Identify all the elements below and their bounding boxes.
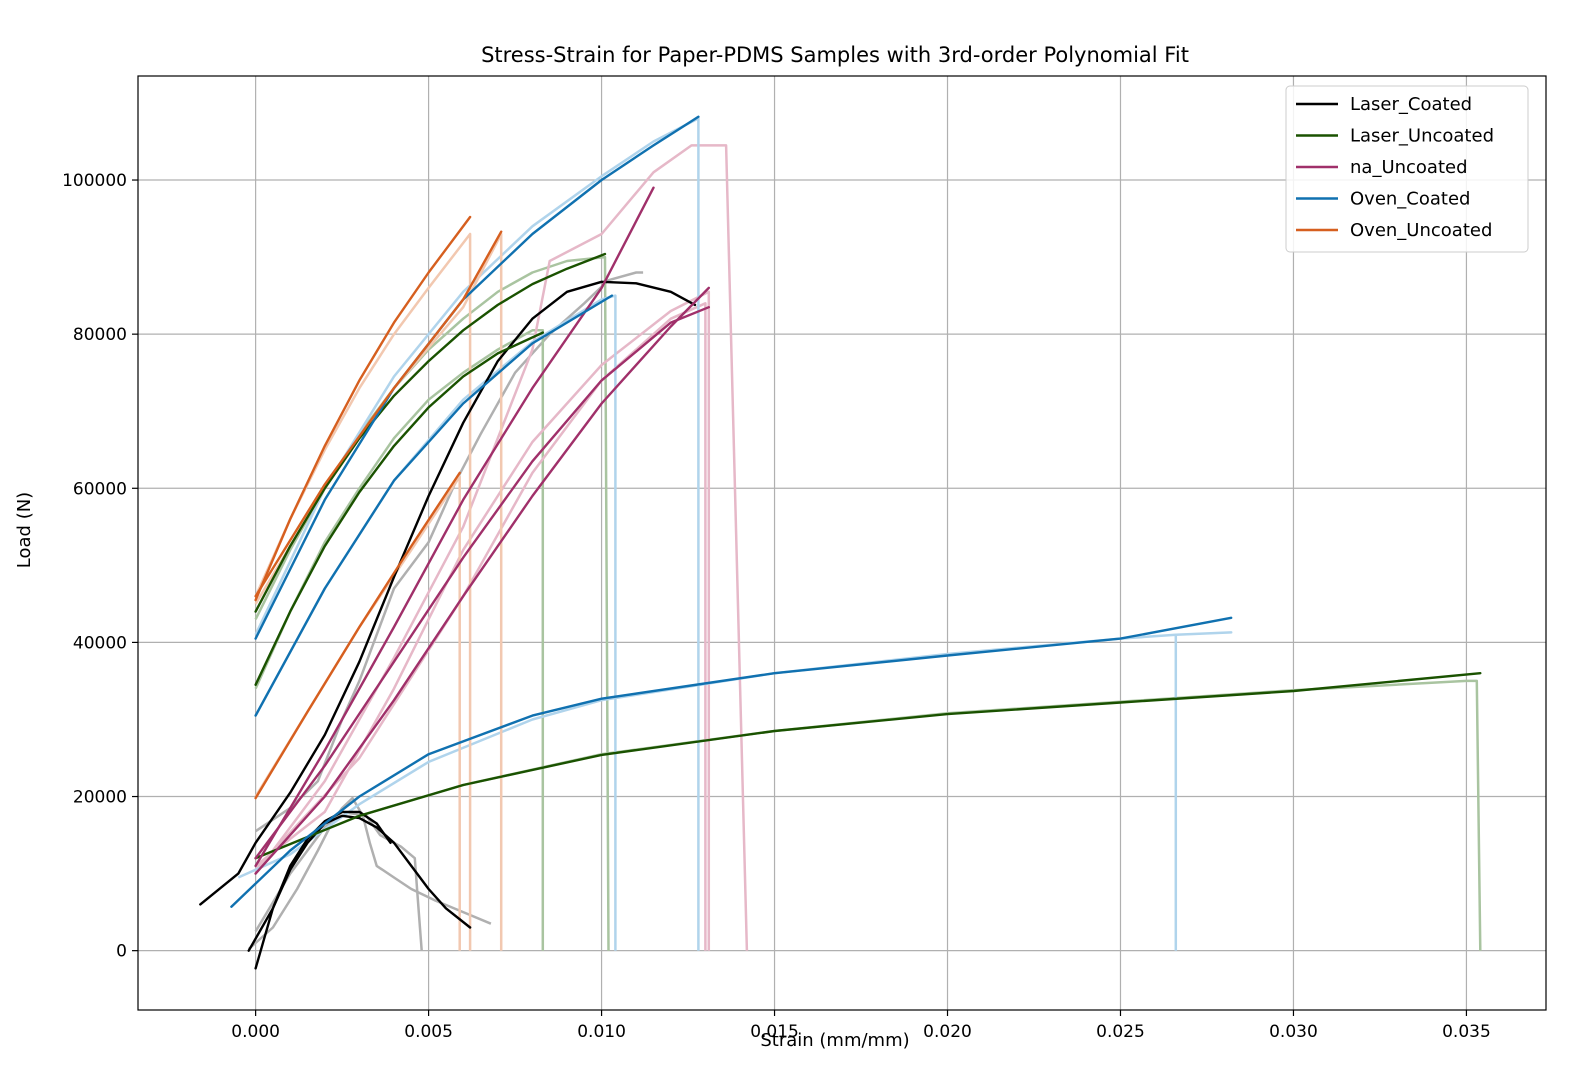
x-tick-label: 0.000 bbox=[231, 1022, 280, 1042]
raw-series-line bbox=[254, 271, 644, 833]
axes-frame bbox=[137, 75, 1547, 1011]
x-tick-label: 0.015 bbox=[750, 1022, 799, 1042]
legend-label: Oven_Uncoated bbox=[1350, 220, 1492, 241]
raw-series-line bbox=[254, 302, 707, 951]
x-tick-label: 0.035 bbox=[1442, 1022, 1491, 1042]
fit-series-line bbox=[199, 280, 697, 906]
fit-series-line bbox=[254, 672, 1482, 860]
x-axis-label: Strain (mm/mm) bbox=[760, 1030, 909, 1051]
fit-curve-layer bbox=[199, 115, 1482, 970]
fit-series-line bbox=[254, 286, 710, 875]
fit-series-line bbox=[230, 616, 1233, 908]
fit-series-line bbox=[254, 471, 461, 800]
legend-label: Laser_Coated bbox=[1350, 94, 1472, 115]
fit-series-line bbox=[254, 252, 607, 613]
x-tick-label: 0.030 bbox=[1269, 1022, 1318, 1042]
plot-area bbox=[199, 115, 1482, 970]
fit-series-line bbox=[254, 115, 700, 640]
x-axis-ticks: 0.000 0.005 0.010 0.015 0.020 0.025 0.030 0.035 bbox=[231, 1010, 1491, 1042]
y-tick-label: 40000 bbox=[73, 633, 127, 653]
legend: Laser_Coated Laser_Uncoated na_Uncoated Ove… bbox=[1285, 85, 1529, 253]
y-axis-ticks: 0 20000 40000 60000 80000 100000 bbox=[62, 171, 138, 962]
chart-title: Stress-Strain for Paper-PDMS Samples wit… bbox=[481, 43, 1189, 67]
legend-box bbox=[1285, 85, 1529, 253]
fit-series-line bbox=[254, 186, 655, 868]
raw-series-line bbox=[254, 144, 749, 951]
raw-series-line bbox=[254, 810, 423, 951]
x-tick-label: 0.005 bbox=[404, 1022, 453, 1042]
legend-label: Oven_Coated bbox=[1350, 189, 1470, 210]
fit-series-line bbox=[247, 814, 472, 952]
x-tick-label: 0.020 bbox=[923, 1022, 972, 1042]
y-axis-label: Load (N) bbox=[14, 492, 35, 568]
y-tick-label: 80000 bbox=[73, 325, 127, 345]
y-tick-label: 0 bbox=[116, 942, 127, 962]
fit-series-line bbox=[254, 810, 392, 970]
x-tick-label: 0.010 bbox=[577, 1022, 626, 1042]
fit-series-line bbox=[254, 230, 503, 598]
fit-series-line bbox=[254, 331, 544, 686]
y-tick-label: 100000 bbox=[62, 171, 127, 191]
y-tick-label: 60000 bbox=[73, 479, 127, 499]
legend-label: na_Uncoated bbox=[1350, 157, 1468, 178]
fit-series-line bbox=[254, 294, 614, 717]
legend-label: Laser_Uncoated bbox=[1350, 126, 1494, 147]
y-tick-label: 20000 bbox=[73, 788, 127, 808]
x-tick-label: 0.025 bbox=[1096, 1022, 1145, 1042]
fit-series-line bbox=[254, 215, 472, 602]
fit-series-line bbox=[254, 306, 710, 860]
